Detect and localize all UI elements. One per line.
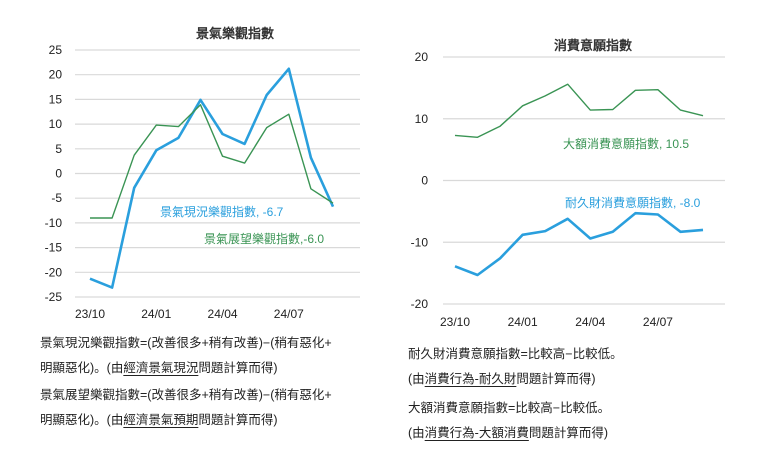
series-label: 景氣現況樂觀指數, -6.7: [160, 204, 284, 219]
y-tick-label: 0: [55, 167, 62, 181]
x-tick-label: 24/07: [274, 307, 304, 321]
note-underlined: 經濟景氣預期: [123, 413, 199, 427]
note-underlined: 消費行為-耐久財: [424, 372, 517, 386]
note-line: 景氣現況樂觀指數=(改善很多+稍有改善)−(稍有惡化+: [40, 336, 332, 350]
note-line: (由消費行為-大額消費問題計算而得): [408, 421, 748, 446]
series-label: 大額消費意願指數, 10.5: [563, 136, 689, 151]
x-tick-label: 24/07: [643, 315, 673, 329]
note-text: 問題計算而得): [528, 426, 609, 440]
y-tick-label: -20: [411, 297, 429, 311]
note-text: (由: [408, 426, 425, 440]
y-tick-label: 10: [49, 117, 63, 131]
series-line: [90, 104, 334, 219]
note-line: 明顯惡化)。(由經濟景氣預期問題計算而得): [40, 408, 380, 433]
note-durable-index: 耐久財消費意願指數=比較高−比較低。 (由消費行為-耐久財問題計算而得): [408, 342, 748, 392]
y-tick-label: 5: [55, 142, 62, 156]
y-tick-label: -10: [45, 216, 63, 230]
chart-title: 景氣樂觀指數: [196, 26, 274, 41]
note-large-purchase-index: 大額消費意願指數=比較高−比較低。 (由消費行為-大額消費問題計算而得): [408, 396, 748, 446]
x-tick-label: 23/10: [75, 307, 105, 321]
x-tick-label: 23/10: [440, 315, 470, 329]
note-text: 明顯惡化)。(由: [40, 413, 124, 427]
chart-title: 消費意願指數: [554, 38, 632, 53]
y-tick-label: -5: [51, 191, 62, 205]
y-tick-label: 15: [49, 92, 63, 106]
chart-business-optimism: 景氣樂觀指數 25 20 15 10 5 0 -5 -10 -15 -20 -25 23/10 24/01…: [45, 26, 360, 321]
series-line: [454, 211, 704, 277]
chart-consumer-willingness: 消費意願指數 20 10 0 -10 -20 23/10 24/01 24/04 24/07 大額消…: [411, 38, 725, 329]
note-line: 明顯惡化)。(由經濟景氣現況問題計算而得): [40, 356, 380, 381]
note-text: (由: [408, 372, 425, 386]
y-tick-label: 0: [421, 174, 428, 188]
note-outlook-index: 景氣展望樂觀指數=(改善很多+稍有改善)−(稍有惡化+ 明顯惡化)。(由經濟景氣…: [40, 383, 380, 433]
x-tick-label: 24/01: [508, 315, 538, 329]
note-line: 大額消費意願指數=比較高−比較低。: [408, 401, 611, 415]
note-underlined: 消費行為-大額消費: [424, 426, 529, 440]
note-text: 問題計算而得): [516, 372, 596, 386]
y-tick-label: -10: [411, 235, 429, 249]
y-tick-label: 25: [49, 43, 63, 57]
y-tick-label: -25: [45, 290, 63, 304]
y-tick-label: 20: [49, 68, 63, 82]
note-text: 問題計算而得): [198, 361, 278, 375]
series-line: [454, 83, 704, 139]
note-text: 明顯惡化)。(由: [40, 361, 124, 375]
note-line: 景氣展望樂觀指數=(改善很多+稍有改善)−(稍有惡化+: [40, 388, 332, 402]
x-tick-label: 24/04: [208, 307, 238, 321]
note-underlined: 經濟景氣現況: [123, 361, 199, 375]
y-tick-label: 20: [415, 50, 429, 64]
note-text: 問題計算而得): [198, 413, 278, 427]
y-tick-label: -15: [45, 241, 63, 255]
note-line: 耐久財消費意願指數=比較高−比較低。: [408, 347, 623, 361]
x-tick-label: 24/01: [141, 307, 171, 321]
series-label: 耐久財消費意願指數, -8.0: [565, 195, 701, 210]
series-line: [89, 67, 335, 289]
y-tick-label: -20: [45, 265, 63, 279]
note-current-index: 景氣現況樂觀指數=(改善很多+稍有改善)−(稍有惡化+ 明顯惡化)。(由經濟景氣…: [40, 331, 380, 381]
y-tick-label: 10: [415, 112, 429, 126]
series-label: 景氣展望樂觀指數,-6.0: [204, 231, 324, 246]
x-tick-label: 24/04: [575, 315, 605, 329]
note-line: (由消費行為-耐久財問題計算而得): [408, 367, 748, 392]
